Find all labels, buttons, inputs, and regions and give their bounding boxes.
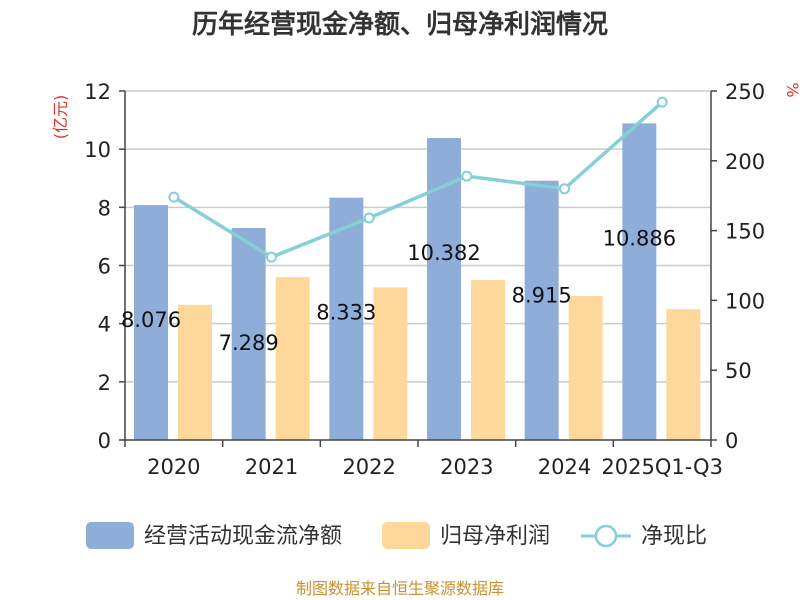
chart-title: 历年经营现金净额、归母净利润情况 [192, 9, 608, 40]
bar-net-profit [568, 296, 603, 440]
legend-item-net-profit[interactable]: 归母净利润 [382, 522, 550, 549]
data-label-cashflow: 8.076 [121, 308, 181, 332]
left-tick-label: 2 [98, 371, 111, 395]
x-tick-label: 2021 [245, 455, 298, 479]
legend-label-cashflow: 经营活动现金流净额 [144, 524, 342, 549]
legend-label-net-profit: 归母净利润 [440, 524, 550, 549]
left-axis-unit: (亿元) [51, 95, 70, 140]
left-tick-label: 4 [98, 313, 111, 337]
right-tick-label: 250 [725, 80, 765, 104]
bar-net-profit [666, 309, 701, 440]
bar-net-profit [275, 277, 310, 440]
point-cash-ratio [363, 212, 375, 224]
left-tick-label: 10 [84, 138, 111, 162]
bar-series [134, 123, 701, 441]
right-tick-label: 50 [725, 359, 752, 383]
legend-swatch-cashflow [86, 522, 134, 549]
bar-net-profit [373, 287, 408, 440]
data-label-cashflow: 8.915 [512, 284, 572, 308]
line-series [168, 96, 668, 263]
source-note: 制图数据来自恒生聚源数据库 [296, 579, 504, 598]
legend: 经营活动现金流净额 归母净利润 净现比 [86, 522, 707, 549]
bar-cashflow [134, 205, 168, 440]
bar-net-profit [471, 280, 505, 440]
data-label-cashflow: 8.333 [316, 301, 376, 325]
legend-swatch-net-profit [382, 522, 430, 549]
axes: 0 2 4 6 8 10 12 0 50 100 150 200 250 2020 2021 2022 2023… [84, 80, 765, 479]
data-label-cashflow: 10.382 [407, 241, 480, 265]
bar-cashflow [427, 138, 461, 441]
legend-item-cash-ratio[interactable]: 净现比 [581, 524, 707, 549]
bar-cashflow [622, 123, 657, 440]
point-cash-ratio [461, 170, 473, 182]
x-tick-label: 2023 [440, 455, 493, 479]
bar-cashflow [329, 197, 364, 440]
left-tick-label: 12 [84, 80, 111, 104]
point-cash-ratio [559, 183, 570, 195]
legend-marker-cash-ratio [594, 524, 618, 548]
data-label-cashflow: 7.289 [219, 331, 279, 355]
line-cash-ratio [172, 100, 664, 260]
point-cash-ratio [656, 96, 668, 108]
point-cash-ratio [168, 191, 180, 203]
gridlines [125, 90, 711, 383]
x-tick-label: 2022 [342, 455, 395, 479]
legend-item-cashflow[interactable]: 经营活动现金流净额 [86, 522, 342, 549]
data-labels: 8.076 7.289 8.333 10.382 8.915 10.886 [121, 226, 676, 355]
right-tick-label: 200 [725, 150, 765, 174]
legend-label-cash-ratio: 净现比 [641, 524, 707, 549]
right-tick-label: 150 [725, 220, 765, 244]
left-tick-label: 0 [98, 429, 111, 453]
left-tick-label: 8 [98, 196, 111, 220]
data-label-cashflow: 10.886 [603, 226, 676, 250]
x-tick-label: 2020 [147, 455, 200, 479]
right-tick-label: 100 [725, 289, 765, 313]
bar-cashflow [524, 180, 559, 440]
bar-net-profit [178, 304, 212, 440]
left-tick-label: 6 [98, 255, 111, 279]
right-tick-label: 0 [725, 429, 738, 453]
x-tick-label: 2024 [538, 455, 591, 479]
bar-cashflow [231, 228, 266, 440]
right-axis-unit: % [783, 82, 800, 97]
x-tick-label: 2025Q1-Q3 [601, 455, 723, 479]
point-cash-ratio [266, 251, 277, 263]
